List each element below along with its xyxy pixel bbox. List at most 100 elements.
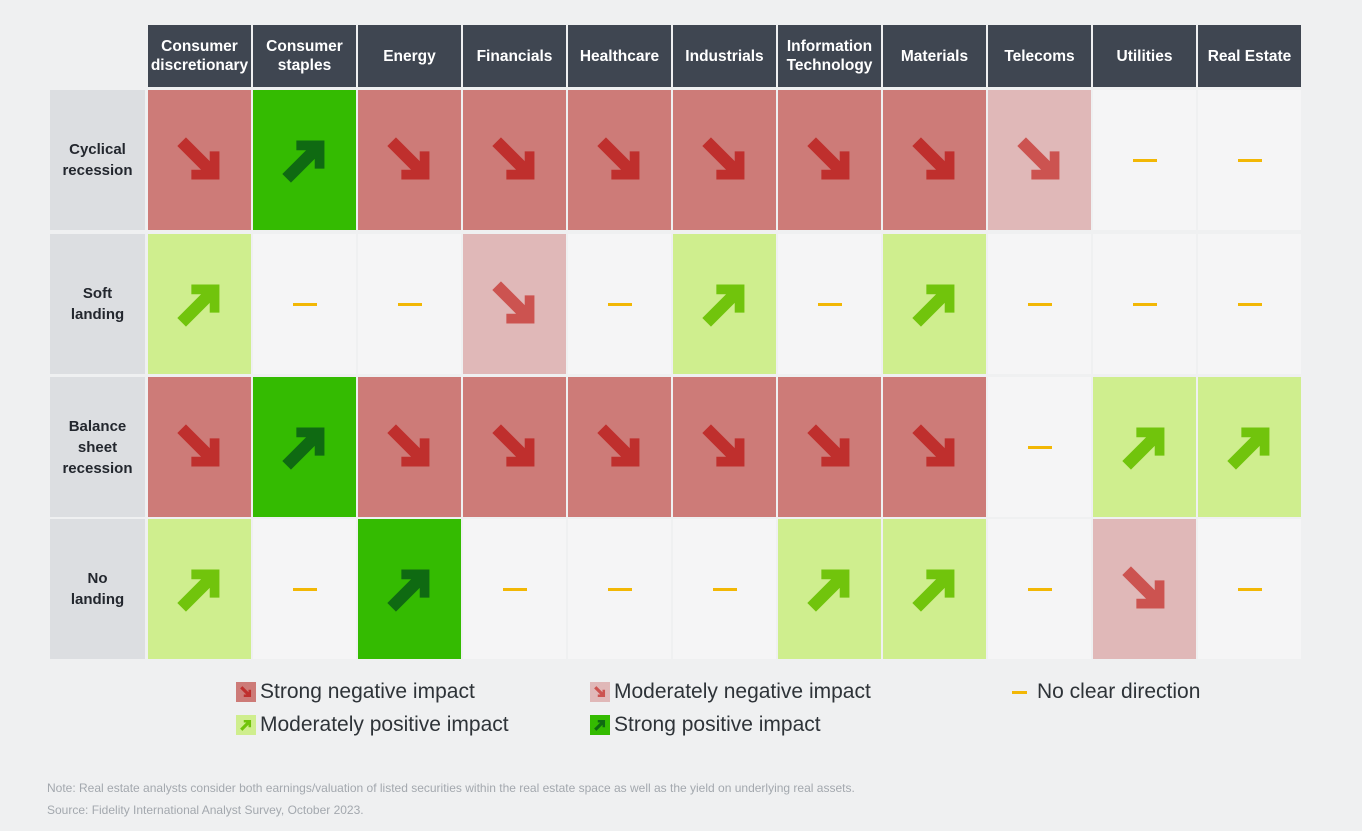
impact-cell-strong-negative [463, 90, 566, 230]
column-header: Utilities [1093, 25, 1196, 87]
impact-cell-strong-negative [883, 377, 986, 517]
impact-cell-no-clear-direction [568, 519, 671, 659]
row-label: Cyclical recession [50, 90, 145, 230]
arrow-down-right-icon [1016, 137, 1059, 180]
source-note: Source: Fidelity International Analyst S… [47, 803, 364, 817]
arrow-up-right-icon [806, 569, 849, 612]
impact-cell-strong-negative [148, 377, 251, 517]
arrow-down-right-icon [176, 424, 219, 467]
row-label-line: landing [70, 591, 125, 608]
impact-cell-strong-negative [463, 377, 566, 517]
arrow-down-right-icon [491, 424, 534, 467]
column-header-line: Technology [786, 57, 873, 74]
arrow-down-right-icon [596, 424, 639, 467]
impact-cell-no-clear-direction [988, 519, 1091, 659]
dash-icon [292, 302, 317, 306]
column-header-line: staples [277, 57, 332, 74]
arrow-up-right-icon [911, 284, 954, 327]
impact-cell-no-clear-direction [1093, 90, 1196, 230]
dash-icon [502, 587, 527, 591]
impact-cell-moderate-positive [673, 234, 776, 374]
impact-cell-moderate-positive [1093, 377, 1196, 517]
row-label-line: landing [70, 306, 125, 323]
column-header-line: Energy [383, 47, 436, 65]
impact-cell-moderate-positive [1198, 377, 1301, 517]
column-header-line: Industrials [685, 47, 764, 65]
impact-cell-strong-negative [673, 377, 776, 517]
arrow-down-right-icon [386, 137, 429, 180]
arrow-down-right-icon [911, 137, 954, 180]
column-header-line: Materials [900, 47, 969, 65]
impact-cell-no-clear-direction [568, 234, 671, 374]
column-header: Industrials [673, 25, 776, 87]
row-label-line: Cyclical [69, 141, 126, 158]
arrow-down-right-icon [594, 686, 606, 698]
impact-cell-strong-negative [568, 377, 671, 517]
impact-cell-no-clear-direction [253, 234, 356, 374]
legend-swatch [236, 715, 256, 735]
row-label-line: No [87, 570, 108, 587]
impact-cell-strong-positive [253, 90, 356, 230]
impact-cell-strong-negative [358, 377, 461, 517]
column-header: Energy [358, 25, 461, 87]
column-header-line: Healthcare [579, 47, 660, 65]
column-header: Information Technology [778, 25, 881, 87]
dash-icon [607, 587, 632, 591]
legend-item: No clear direction [1012, 680, 1200, 704]
column-header-line: Real Estate [1207, 47, 1292, 65]
impact-cell-moderate-negative [988, 90, 1091, 230]
column-header: Financials [463, 25, 566, 87]
dash-icon [1012, 690, 1027, 694]
row-label-line: recession [62, 162, 133, 179]
arrow-down-right-icon [176, 137, 219, 180]
impact-cell-strong-negative [673, 90, 776, 230]
row-label: Balance sheet recession [50, 377, 145, 517]
column-header: Healthcare [568, 25, 671, 87]
column-header: Materials [883, 25, 986, 87]
impact-cell-strong-negative [358, 90, 461, 230]
impact-cell-strong-negative [778, 90, 881, 230]
column-header-line: Information [786, 38, 873, 55]
row-label: Soft landing [50, 234, 145, 374]
arrow-up-right-icon [1226, 427, 1269, 470]
impact-cell-no-clear-direction [988, 377, 1091, 517]
legend-swatch [236, 682, 256, 702]
arrow-down-right-icon [806, 137, 849, 180]
arrow-up-right-icon [240, 719, 252, 731]
column-header-line: Utilities [1116, 47, 1173, 65]
dash-icon [1237, 587, 1262, 591]
column-header-line: Telecoms [1004, 47, 1075, 65]
dash-icon [1027, 445, 1052, 449]
legend-label: Strong negative impact [260, 680, 475, 703]
column-header: Real Estate [1198, 25, 1301, 87]
legend-item: Moderately positive impact [236, 713, 509, 737]
impact-cell-no-clear-direction [463, 519, 566, 659]
impact-cell-strong-positive [358, 519, 461, 659]
arrow-down-right-icon [701, 137, 744, 180]
arrow-up-right-icon [176, 569, 219, 612]
impact-cell-moderate-negative [1093, 519, 1196, 659]
arrow-down-right-icon [386, 424, 429, 467]
impact-cell-moderate-negative [463, 234, 566, 374]
impact-cell-no-clear-direction [1198, 90, 1301, 230]
legend-swatch [590, 682, 610, 702]
arrow-down-right-icon [701, 424, 744, 467]
arrow-down-right-icon [240, 686, 252, 698]
column-header: Consumer discretionary [148, 25, 251, 87]
impact-cell-moderate-positive [148, 519, 251, 659]
impact-cell-no-clear-direction [358, 234, 461, 374]
column-header-line: discretionary [150, 57, 249, 74]
impact-cell-strong-negative [568, 90, 671, 230]
row-label: No landing [50, 519, 145, 659]
column-header: Telecoms [988, 25, 1091, 87]
arrow-up-right-icon [281, 140, 324, 183]
impact-cell-moderate-positive [148, 234, 251, 374]
arrow-up-right-icon [594, 719, 606, 731]
dash-icon [292, 587, 317, 591]
dash-icon [1132, 302, 1157, 306]
impact-cell-strong-negative [883, 90, 986, 230]
dash-icon [1237, 158, 1262, 162]
impact-cell-no-clear-direction [1093, 234, 1196, 374]
impact-cell-strong-negative [778, 377, 881, 517]
column-header-line: Consumer [266, 38, 343, 55]
